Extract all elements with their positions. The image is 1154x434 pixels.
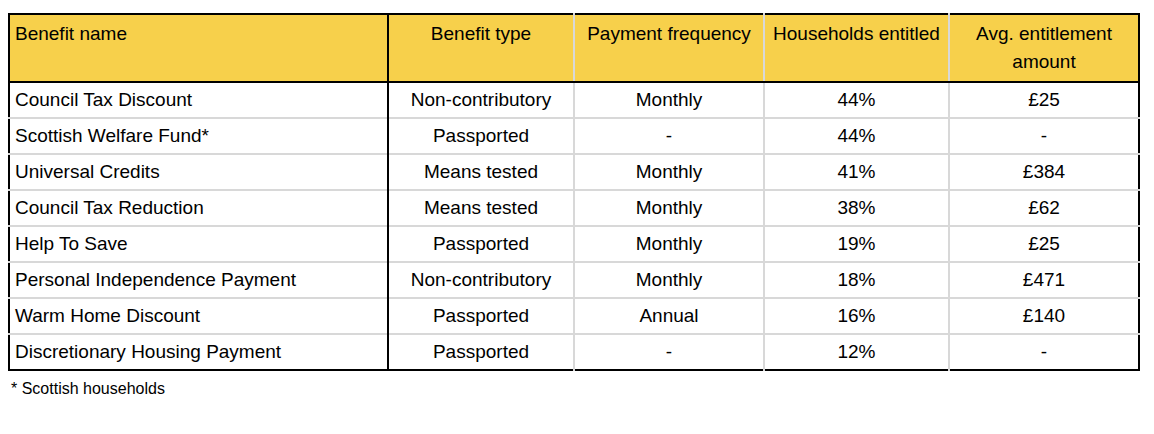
table-cell: - (949, 118, 1139, 154)
benefits-table: Benefit name Benefit type Payment freque… (8, 13, 1140, 371)
table-cell: - (574, 334, 764, 370)
table-cell: 41% (764, 154, 949, 190)
table-cell: Help To Save (9, 226, 388, 262)
table-row: Personal Independence PaymentNon-contrib… (9, 262, 1139, 298)
table-cell: - (574, 118, 764, 154)
table-cell: Monthly (574, 154, 764, 190)
table-cell: 44% (764, 118, 949, 154)
header-payment-frequency: Payment frequency (574, 14, 764, 82)
table-cell: Monthly (574, 82, 764, 118)
table-cell: £471 (949, 262, 1139, 298)
table-cell: Council Tax Reduction (9, 190, 388, 226)
header-row: Benefit name Benefit type Payment freque… (9, 14, 1139, 82)
table-cell: Discretionary Housing Payment (9, 334, 388, 370)
table-cell: Council Tax Discount (9, 82, 388, 118)
table-body: Council Tax DiscountNon-contributoryMont… (9, 82, 1139, 370)
table-cell: Non-contributory (388, 262, 574, 298)
table-cell: 12% (764, 334, 949, 370)
table-row: Scottish Welfare Fund*Passported-44%- (9, 118, 1139, 154)
table-cell: Means tested (388, 190, 574, 226)
header-benefit-type: Benefit type (388, 14, 574, 82)
table-cell: 19% (764, 226, 949, 262)
table-cell: 44% (764, 82, 949, 118)
table-header: Benefit name Benefit type Payment freque… (9, 14, 1139, 82)
table-cell: 18% (764, 262, 949, 298)
table-row: Council Tax DiscountNon-contributoryMont… (9, 82, 1139, 118)
table-cell: 38% (764, 190, 949, 226)
table-cell: £62 (949, 190, 1139, 226)
table-row: Universal CreditsMeans testedMonthly41%£… (9, 154, 1139, 190)
table-cell: £25 (949, 82, 1139, 118)
table-cell: £384 (949, 154, 1139, 190)
table-cell: 16% (764, 298, 949, 334)
table-cell: Monthly (574, 190, 764, 226)
table-cell: Non-contributory (388, 82, 574, 118)
page: Benefit name Benefit type Payment freque… (0, 0, 1154, 398)
table-cell: Passported (388, 118, 574, 154)
footnote: * Scottish households (8, 380, 1154, 398)
table-cell: Means tested (388, 154, 574, 190)
table-row: Discretionary Housing PaymentPassported-… (9, 334, 1139, 370)
table-cell: Personal Independence Payment (9, 262, 388, 298)
table-cell: Passported (388, 226, 574, 262)
table-row: Council Tax ReductionMeans testedMonthly… (9, 190, 1139, 226)
header-benefit-name: Benefit name (9, 14, 388, 82)
table-cell: Annual (574, 298, 764, 334)
table-cell: Universal Credits (9, 154, 388, 190)
table-cell: £25 (949, 226, 1139, 262)
table-cell: Warm Home Discount (9, 298, 388, 334)
table-cell: Passported (388, 334, 574, 370)
table-cell: Monthly (574, 262, 764, 298)
table-cell: - (949, 334, 1139, 370)
header-avg-entitlement-amount: Avg. entitlement amount (949, 14, 1139, 82)
table-cell: Scottish Welfare Fund* (9, 118, 388, 154)
table-row: Warm Home DiscountPassportedAnnual16%£14… (9, 298, 1139, 334)
table-cell: Passported (388, 298, 574, 334)
table-row: Help To SavePassportedMonthly19%£25 (9, 226, 1139, 262)
table-cell: £140 (949, 298, 1139, 334)
header-households-entitled: Households entitled (764, 14, 949, 82)
table-cell: Monthly (574, 226, 764, 262)
